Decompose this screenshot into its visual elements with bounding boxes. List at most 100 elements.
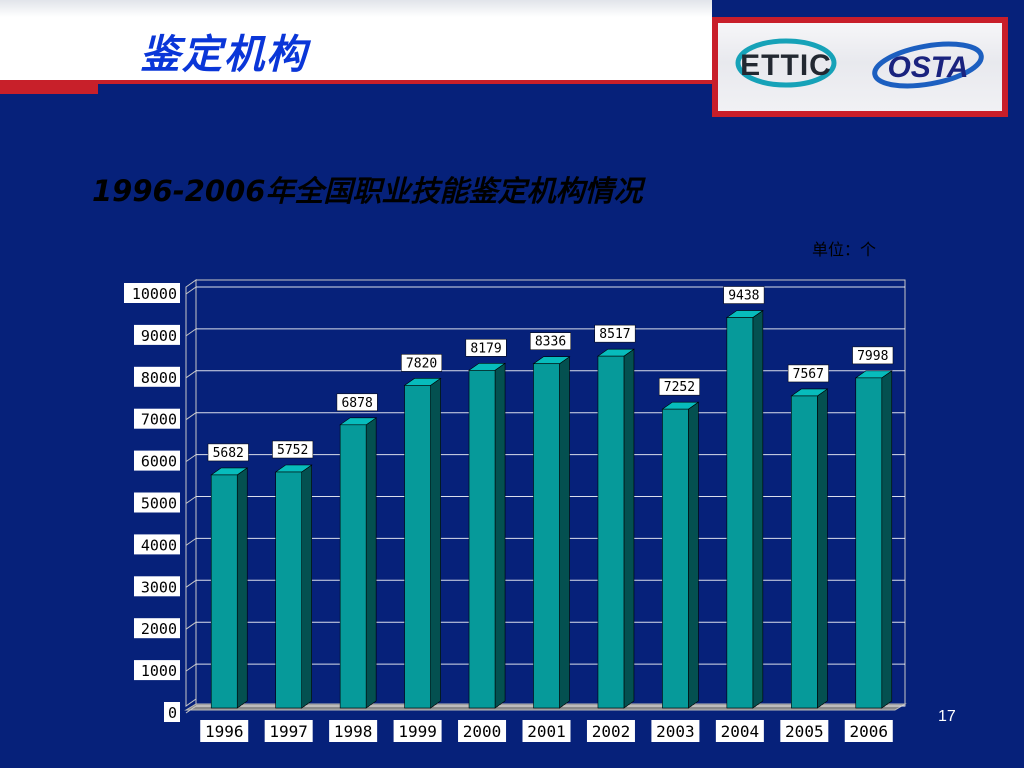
gridline-side [185,663,197,672]
x-tick-label-bg [264,720,313,742]
y-tick-label-bg [134,324,180,345]
x-tick-label: 2005 [785,722,824,741]
y-tick-label-bg [134,660,180,681]
logo-panel-inner: ETTIC OSTA [712,17,1008,117]
bar [533,363,560,709]
slide-title: 鉴定机构 [140,32,308,78]
data-label: 5752 [277,443,308,458]
gridline-side [185,496,197,504]
bar-side [430,377,441,709]
ettic-logo-text: ETTIC [740,49,832,82]
bar [855,377,883,709]
x-tick-label: 1996 [205,722,244,741]
x-tick-label-bg [715,720,764,742]
x-tick-label: 2002 [592,722,631,741]
osta-logo: OSTA [872,41,984,89]
bar [726,317,754,709]
data-labels: 5682 5752 6878 7820 8179 8336 8517 7252 9438 7567… [207,286,894,462]
bar [275,471,302,709]
y-tick-label: 6000 [141,453,177,471]
x-tick-label-bg [522,720,571,742]
data-label: 7252 [664,380,695,395]
header-accent-line [98,80,712,84]
y-tick-label: 0 [168,704,177,722]
data-label: 7567 [793,367,824,382]
bar-side [688,401,699,709]
bar-side [365,417,377,709]
gridline-side [185,286,197,295]
x-tick-label-bg [200,720,249,742]
y-tick-label-bg [134,492,180,513]
bar [339,424,367,709]
data-label: 6878 [341,396,372,411]
y-tick-label-bg [164,702,180,722]
bar [468,369,496,709]
y-tick-label-bg [134,534,180,555]
x-tick-label-bg [844,720,893,742]
y-tick-label-bg [134,366,180,387]
data-label-bg [852,346,894,365]
osta-logo-text: OSTA [887,51,968,84]
bar-side [236,467,248,709]
bar [597,355,625,709]
data-label: 8336 [535,335,566,350]
x-tick-label: 2003 [656,722,695,741]
header-gradient [0,0,712,17]
ettic-logo: ETTIC [735,38,837,88]
y-tick-label-bg [134,618,180,639]
x-tick-label-bg [329,720,378,742]
gridline-side [185,579,197,588]
x-tick-label: 2000 [463,722,502,741]
x-tick-label: 1997 [269,722,308,741]
data-label: 7998 [857,349,888,364]
y-tick-label-bg [124,283,180,303]
plot-side-wall [185,279,197,707]
data-label-bg [594,324,636,343]
x-tick-label: 1998 [334,722,373,741]
bar-side [301,464,312,709]
bar [404,385,431,709]
data-label-bg [723,286,765,304]
data-label-bg [465,339,507,357]
x-tick-label-bg [393,720,442,742]
gridline-side [185,454,197,463]
gridline-side [185,370,197,379]
x-tick-label-bg [458,720,507,742]
y-tick-label: 7000 [141,411,177,429]
bar [662,408,689,709]
logo-panel: ETTIC OSTA [712,17,1008,117]
x-tick-label-bg [586,720,635,742]
data-label-bg [272,440,314,459]
page-number: 17 [938,708,956,725]
gridline-side [185,328,197,337]
data-label-bg [530,332,571,350]
bar [791,395,818,709]
ettic-logo-ring [735,38,837,88]
header-accent-bar [0,80,98,94]
bars [210,309,893,709]
bar-side [817,388,828,709]
data-label: 8517 [599,327,630,342]
y-tick-label: 4000 [141,536,177,554]
axes: 0 1000 2000 3000 4000 5000 6000 7000 8000 9000 100… [124,283,893,742]
gridline-side [185,705,197,714]
y-tick-label-bg [134,408,180,429]
osta-logo-ring [872,41,984,89]
x-tick-label-bg [780,720,829,742]
y-tick-label-bg [134,576,180,597]
x-tick-label: 2006 [850,722,889,741]
y-tick-label: 5000 [141,495,177,513]
y-tick-label: 8000 [141,369,177,387]
x-tick-label: 2001 [527,722,566,741]
y-tick-label: 9000 [141,327,177,345]
data-label: 8179 [470,341,501,356]
chart-title: 1996-2006年全国职业技能鉴定机构情况 [92,174,643,208]
bar [210,474,238,709]
bar-side [494,362,506,709]
x-tick-label-bg [651,720,700,742]
y-tick-label-bg [134,450,180,471]
data-label-bg [401,354,443,372]
data-label-bg [336,393,378,412]
data-label-bg [787,364,829,383]
